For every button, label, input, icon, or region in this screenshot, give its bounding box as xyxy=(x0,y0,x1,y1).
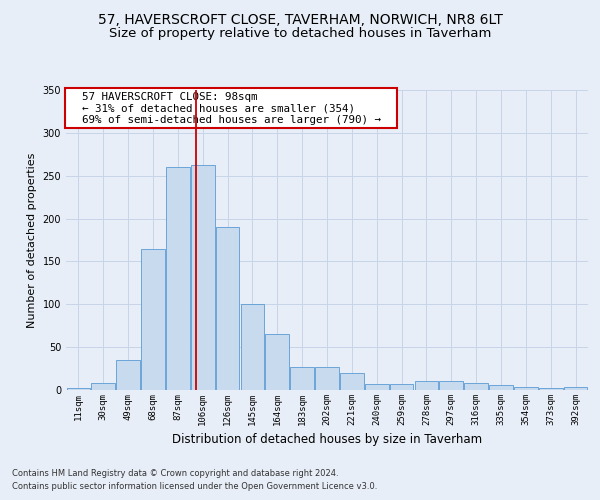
Bar xyxy=(489,385,513,390)
Bar xyxy=(564,386,587,390)
X-axis label: Distribution of detached houses by size in Taverham: Distribution of detached houses by size … xyxy=(172,434,482,446)
Bar xyxy=(315,367,339,390)
Bar xyxy=(290,367,314,390)
Bar xyxy=(265,334,289,390)
Text: Contains public sector information licensed under the Open Government Licence v3: Contains public sector information licen… xyxy=(12,482,377,491)
Bar xyxy=(464,383,488,390)
Bar xyxy=(514,386,538,390)
Bar xyxy=(340,373,364,390)
Bar xyxy=(91,383,115,390)
Bar xyxy=(67,388,90,390)
Bar xyxy=(365,384,389,390)
Text: 57 HAVERSCROFT CLOSE: 98sqm  
  ← 31% of detached houses are smaller (354)  
  6: 57 HAVERSCROFT CLOSE: 98sqm ← 31% of det… xyxy=(68,92,394,124)
Text: 57, HAVERSCROFT CLOSE, TAVERHAM, NORWICH, NR8 6LT: 57, HAVERSCROFT CLOSE, TAVERHAM, NORWICH… xyxy=(98,12,502,26)
Bar xyxy=(166,167,190,390)
Bar xyxy=(539,388,563,390)
Bar xyxy=(415,380,438,390)
Text: Contains HM Land Registry data © Crown copyright and database right 2024.: Contains HM Land Registry data © Crown c… xyxy=(12,469,338,478)
Text: Size of property relative to detached houses in Taverham: Size of property relative to detached ho… xyxy=(109,28,491,40)
Y-axis label: Number of detached properties: Number of detached properties xyxy=(27,152,37,328)
Bar xyxy=(141,248,165,390)
Bar xyxy=(191,166,215,390)
Bar xyxy=(216,227,239,390)
Bar xyxy=(439,382,463,390)
Bar xyxy=(390,384,413,390)
Bar xyxy=(241,304,264,390)
Bar xyxy=(116,360,140,390)
